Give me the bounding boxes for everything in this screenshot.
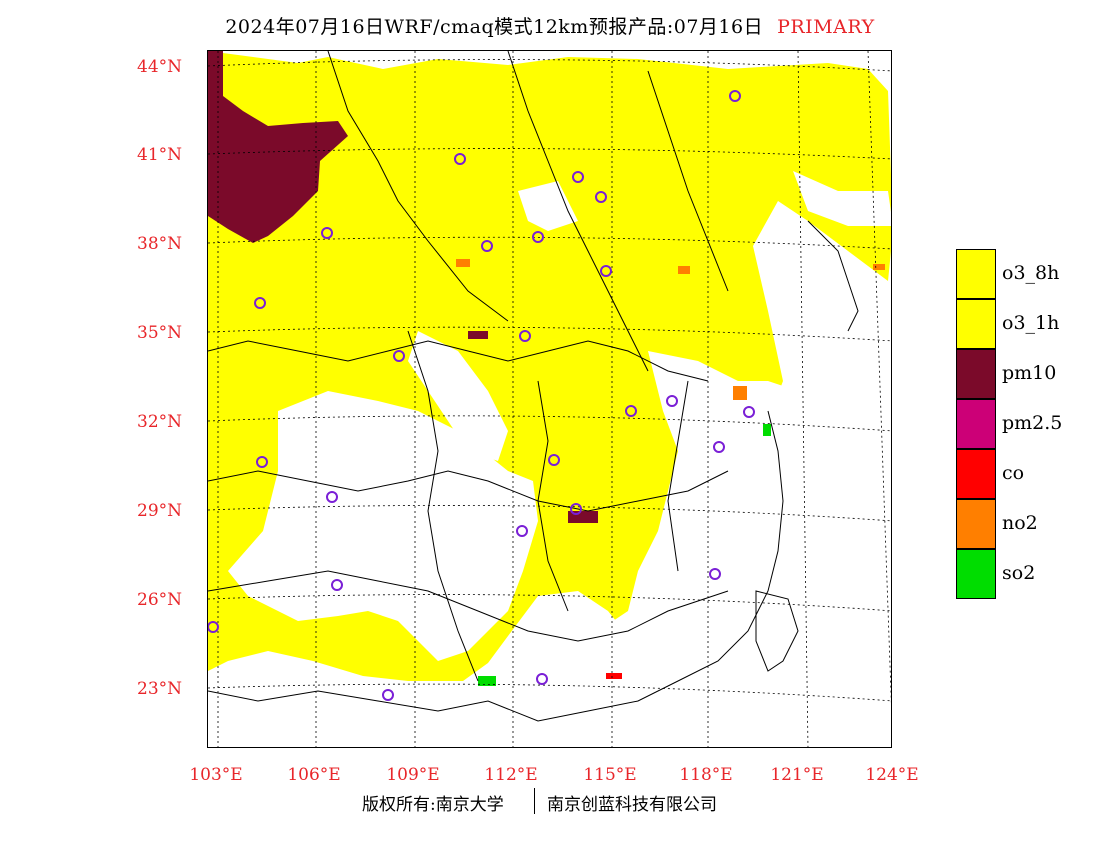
legend-label: pm2.5 (1002, 412, 1063, 434)
lon-label: 124°E (865, 765, 919, 785)
clean-area-south (228, 391, 538, 661)
lat-label: 26°N (137, 590, 183, 610)
no2-patch-3 (456, 259, 470, 267)
legend-swatch (956, 299, 996, 349)
legend-swatch (956, 399, 996, 449)
station-markers (208, 90, 755, 701)
clean-area-lower (208, 671, 537, 747)
legend-label: so2 (1002, 562, 1036, 584)
province-borders (208, 51, 859, 722)
clean-area-west-patch (518, 181, 578, 231)
no2-patch (733, 386, 747, 400)
title-text: 2024年07月16日WRF/cmaq模式12km预报产品:07月16日 (225, 16, 764, 38)
pm10-region (208, 51, 348, 243)
copyright-left: 版权所有:南京大学 (362, 795, 504, 815)
lon-label: 121°E (770, 765, 824, 785)
no2-patch-2 (678, 266, 690, 274)
pollutant-map (208, 51, 891, 747)
lat-label: 44°N (137, 57, 183, 77)
footer-divider (534, 788, 535, 814)
co-patch (606, 673, 622, 679)
lat-label: 35°N (137, 323, 183, 343)
map-panel (207, 50, 892, 748)
lat-label: 23°N (137, 679, 183, 699)
lon-label: 106°E (287, 765, 341, 785)
copyright-right: 南京创蓝科技有限公司 (547, 795, 717, 815)
primary-tag: PRIMARY (777, 16, 875, 38)
graticule (208, 51, 891, 747)
pm10-patch-2 (468, 331, 488, 339)
lat-label: 41°N (137, 145, 183, 165)
legend-swatch (956, 499, 996, 549)
clean-area-southeast (508, 351, 891, 747)
no2-patch-4 (873, 264, 885, 270)
lon-label: 109°E (386, 765, 440, 785)
legend-swatch (956, 349, 996, 399)
lat-label: 38°N (137, 234, 183, 254)
legend-label: o3_1h (1002, 312, 1060, 334)
lat-label: 32°N (137, 412, 183, 432)
lon-label: 118°E (679, 765, 733, 785)
so2-patch (478, 676, 496, 686)
legend-label: no2 (1002, 512, 1038, 534)
legend-swatch (956, 449, 996, 499)
legend-label: co (1002, 462, 1025, 484)
legend-swatch (956, 249, 996, 299)
clean-area-central (408, 331, 508, 461)
clean-area-north-patch (793, 171, 891, 226)
legend-swatch (956, 549, 996, 599)
lon-label: 103°E (189, 765, 243, 785)
legend-label: pm10 (1002, 362, 1057, 384)
legend-label: o3_8h (1002, 262, 1060, 284)
lat-label: 29°N (137, 501, 183, 521)
so2-patch-2 (763, 424, 771, 436)
lon-label: 115°E (583, 765, 637, 785)
lon-label: 112°E (484, 765, 538, 785)
map-title: 2024年07月16日WRF/cmaq模式12km预报产品:07月16日 PRIM… (0, 12, 1100, 39)
